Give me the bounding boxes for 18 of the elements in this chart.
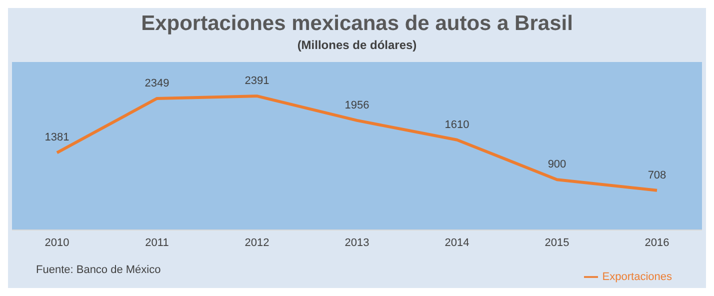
source-note: Fuente: Banco de México xyxy=(36,264,161,276)
data-label: 900 xyxy=(548,158,566,171)
legend-label: Exportaciones xyxy=(602,270,672,283)
x-tick-label: 2015 xyxy=(544,236,570,249)
data-label: 2349 xyxy=(144,77,170,90)
chart-subtitle: (Millones de dólares) xyxy=(296,38,418,52)
x-tick-label: 2014 xyxy=(444,236,470,249)
data-label: 708 xyxy=(648,169,666,182)
x-tick-label: 2013 xyxy=(344,236,370,249)
x-tick-label: 2010 xyxy=(44,236,70,249)
x-tick-label: 2016 xyxy=(644,236,670,249)
data-label: 1956 xyxy=(344,99,370,112)
x-tick-label: 2011 xyxy=(145,236,169,249)
data-label: 1381 xyxy=(44,132,70,144)
chart-title: Exportaciones mexicanas de autos a Brasil xyxy=(140,11,574,36)
data-label: 1610 xyxy=(444,118,470,131)
x-tick-label: 2012 xyxy=(244,236,270,249)
data-label: 2391 xyxy=(244,75,270,88)
